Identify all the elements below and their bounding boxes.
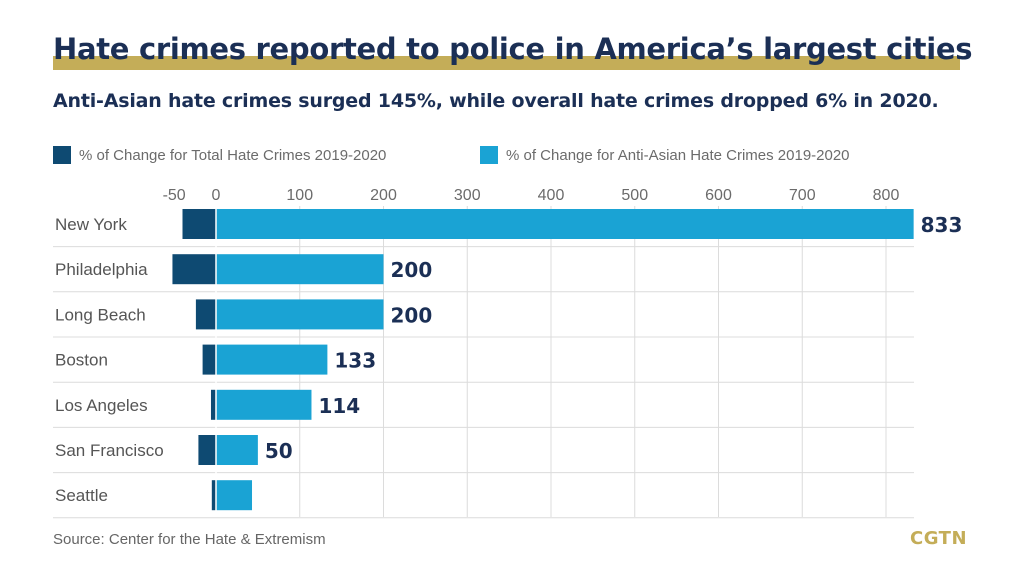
x-tick-label-8: 700	[789, 187, 816, 204]
value-label-3: 133	[334, 349, 376, 373]
x-tick-label-5: 400	[538, 187, 565, 204]
title-underline	[53, 56, 960, 70]
legend-swatch-anti-asian	[480, 146, 498, 164]
anti-asian-bar-4	[216, 389, 312, 420]
legend: % of Change for Total Hate Crimes 2019-2…	[0, 146, 1024, 170]
chart-subtitle: Anti-Asian hate crimes surged 145%, whil…	[53, 90, 939, 112]
legend-item-anti-asian: % of Change for Anti-Asian Hate Crimes 2…	[480, 146, 850, 164]
value-label-5: 50	[265, 439, 293, 463]
category-label-1: Philadelphia	[55, 260, 148, 279]
value-label-0: 833	[921, 213, 963, 237]
category-label-6: Seattle	[55, 486, 108, 505]
total-bar-3	[202, 344, 216, 375]
x-tick-label-0: -50	[163, 187, 186, 204]
total-bar-2	[195, 299, 216, 330]
category-label-3: Boston	[55, 351, 108, 370]
category-label-0: New York	[55, 215, 127, 234]
total-bar-4	[210, 389, 216, 420]
value-label-2: 200	[391, 303, 433, 327]
total-bar-5	[198, 435, 216, 465]
category-label-5: San Francisco	[55, 441, 164, 460]
x-tick-label-7: 600	[705, 187, 732, 204]
total-bar-1	[172, 254, 216, 285]
x-tick-label-3: 200	[370, 187, 397, 204]
legend-label-total: % of Change for Total Hate Crimes 2019-2…	[79, 146, 387, 164]
x-tick-label-9: 800	[873, 187, 900, 204]
x-tick-label-2: 100	[286, 187, 313, 204]
x-tick-label-4: 300	[454, 187, 481, 204]
value-label-4: 114	[318, 394, 360, 418]
x-tick-label-6: 500	[621, 187, 648, 204]
legend-label-anti-asian: % of Change for Anti-Asian Hate Crimes 2…	[506, 146, 850, 164]
legend-swatch-total	[53, 146, 71, 164]
anti-asian-bar-1	[216, 254, 384, 285]
anti-asian-bar-0	[216, 209, 914, 239]
total-bar-6	[211, 480, 216, 511]
anti-asian-bar-6	[216, 480, 253, 511]
x-tick-label-1: 0	[212, 187, 221, 204]
total-bar-0	[182, 209, 216, 239]
chart-title: Hate crimes reported to police in Americ…	[53, 32, 973, 66]
anti-asian-bar-5	[216, 435, 258, 465]
anti-asian-bar-2	[216, 299, 384, 330]
legend-item-total: % of Change for Total Hate Crimes 2019-2…	[53, 146, 386, 164]
category-label-4: Los Angeles	[55, 396, 148, 415]
source-note: Source: Center for the Hate & Extremism	[53, 531, 326, 548]
category-label-2: Long Beach	[55, 305, 146, 324]
value-label-1: 200	[391, 258, 433, 282]
brand-logo: CGTN	[910, 528, 968, 549]
anti-asian-bar-3	[216, 344, 328, 375]
